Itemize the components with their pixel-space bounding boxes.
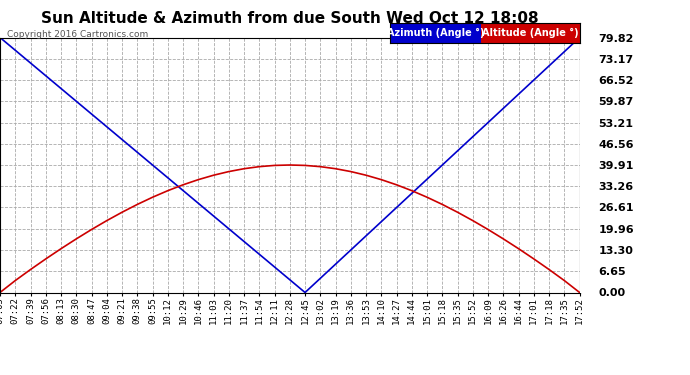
Bar: [481, 22, 580, 43]
Text: Altitude (Angle °): Altitude (Angle °): [482, 28, 579, 38]
Text: Azimuth (Angle °): Azimuth (Angle °): [386, 28, 484, 38]
Text: Copyright 2016 Cartronics.com: Copyright 2016 Cartronics.com: [7, 30, 148, 39]
Text: Sun Altitude & Azimuth from due South Wed Oct 12 18:08: Sun Altitude & Azimuth from due South We…: [41, 11, 539, 26]
Bar: [390, 22, 481, 43]
